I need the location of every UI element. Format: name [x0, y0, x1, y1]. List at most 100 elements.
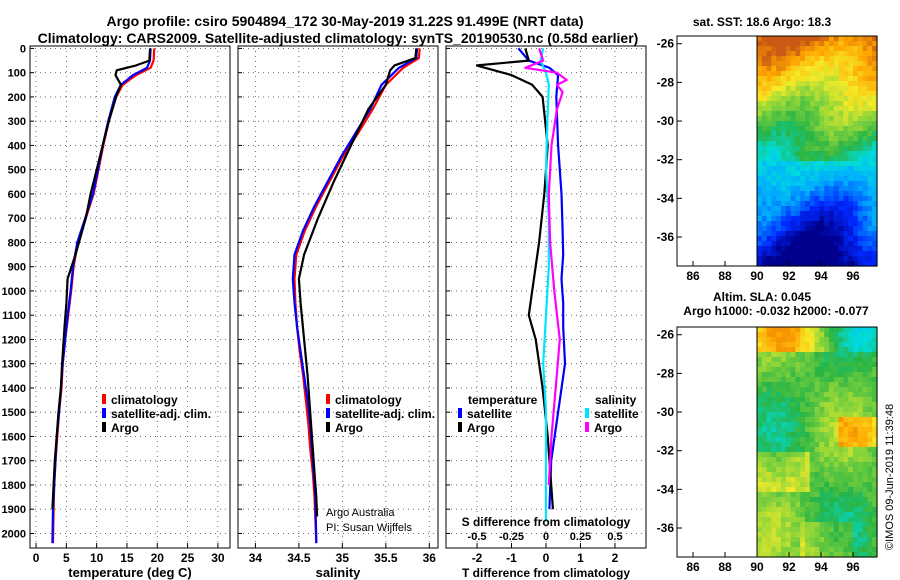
map-cell — [829, 36, 835, 42]
map-cell — [795, 397, 801, 403]
map-cell — [757, 61, 763, 67]
map-cell — [776, 432, 782, 438]
map-cell — [857, 116, 864, 122]
map-cell — [771, 502, 777, 508]
series-line-s-argo — [524, 48, 568, 485]
map-cell — [805, 61, 811, 67]
map-cell — [867, 236, 873, 242]
map-cell — [795, 537, 801, 543]
map-cell — [766, 56, 772, 62]
map-cell — [872, 246, 878, 252]
map-cell — [838, 532, 844, 538]
map-cell — [867, 417, 873, 423]
map-cell — [785, 61, 792, 67]
map-cell — [781, 191, 787, 197]
map-cell — [771, 86, 777, 92]
map-cell — [833, 432, 840, 438]
map-cell — [795, 91, 801, 97]
map-cell — [838, 427, 844, 433]
map-cell — [853, 76, 859, 82]
map-cell — [761, 427, 768, 433]
map-cell — [814, 327, 820, 333]
map-cell — [805, 327, 811, 333]
map-cell — [829, 417, 835, 423]
map-cell — [781, 101, 787, 107]
map-cell — [853, 46, 859, 52]
map-cell — [819, 462, 825, 468]
map-cell — [833, 437, 840, 443]
map-cell — [862, 46, 868, 52]
map-cell — [853, 106, 859, 112]
map-cell — [872, 221, 878, 227]
map-cell — [781, 186, 787, 192]
salinity-series — [291, 48, 421, 544]
map-cell — [862, 146, 868, 152]
map-cell — [867, 106, 873, 112]
map-cell — [809, 447, 816, 453]
map-cell — [761, 256, 768, 262]
map-cell — [838, 452, 844, 458]
map-cell — [771, 241, 777, 247]
map-cell — [771, 522, 777, 528]
map-cell — [814, 206, 820, 212]
map-cell — [843, 502, 849, 508]
map-cell — [843, 522, 849, 528]
map-cell — [819, 522, 825, 528]
map-cell — [757, 337, 763, 343]
map-cell — [867, 447, 873, 453]
map-cell — [853, 196, 859, 202]
map-cell — [781, 532, 787, 538]
map-cell — [809, 547, 816, 553]
map-cell — [862, 387, 868, 393]
map-cell — [819, 206, 825, 212]
map-cell — [838, 126, 844, 132]
map-cell — [776, 472, 782, 478]
map-cell — [833, 156, 840, 162]
map-cell — [766, 196, 772, 202]
map-cell — [795, 146, 801, 152]
map-cell — [771, 56, 777, 62]
map-cell — [795, 186, 801, 192]
map-cell — [776, 382, 782, 388]
map-cell — [757, 472, 763, 478]
map-cell — [757, 226, 763, 232]
map-cell — [838, 91, 844, 97]
map-cell — [809, 467, 816, 473]
map-cell — [833, 71, 840, 77]
map-cell — [771, 41, 777, 47]
map-cell — [833, 347, 840, 353]
map-cell — [833, 522, 840, 528]
map-cell — [800, 552, 806, 558]
depth-tick-label: 2000 — [2, 528, 26, 540]
map-cell — [853, 186, 859, 192]
map-cell — [805, 76, 811, 82]
map-cell — [795, 256, 801, 262]
map-cell — [829, 176, 835, 182]
map-cell — [757, 201, 763, 207]
map-cell — [805, 422, 811, 428]
map-cell — [824, 186, 830, 192]
map-cell — [785, 432, 792, 438]
map-cell — [857, 432, 864, 438]
depth-tick-label: 1300 — [2, 359, 26, 371]
map-cell — [785, 482, 792, 488]
map-cell — [785, 206, 792, 212]
map-cell — [862, 101, 868, 107]
map-cell — [814, 492, 820, 498]
map-cell — [824, 407, 830, 413]
map-cell — [781, 96, 787, 102]
map-cell — [761, 357, 768, 363]
x-tick-label: 10 — [90, 551, 104, 565]
x-tick-label: 20 — [151, 551, 165, 565]
map-cell — [776, 161, 782, 167]
map-cell — [872, 101, 878, 107]
map-cell — [819, 352, 825, 358]
map-cell — [800, 111, 806, 117]
map-cell — [790, 447, 796, 453]
map-cell — [853, 352, 859, 358]
map-cell — [781, 552, 787, 558]
map-cell — [805, 482, 811, 488]
map-cell — [867, 226, 873, 232]
map-cell — [790, 497, 796, 503]
map-cell — [814, 166, 820, 172]
